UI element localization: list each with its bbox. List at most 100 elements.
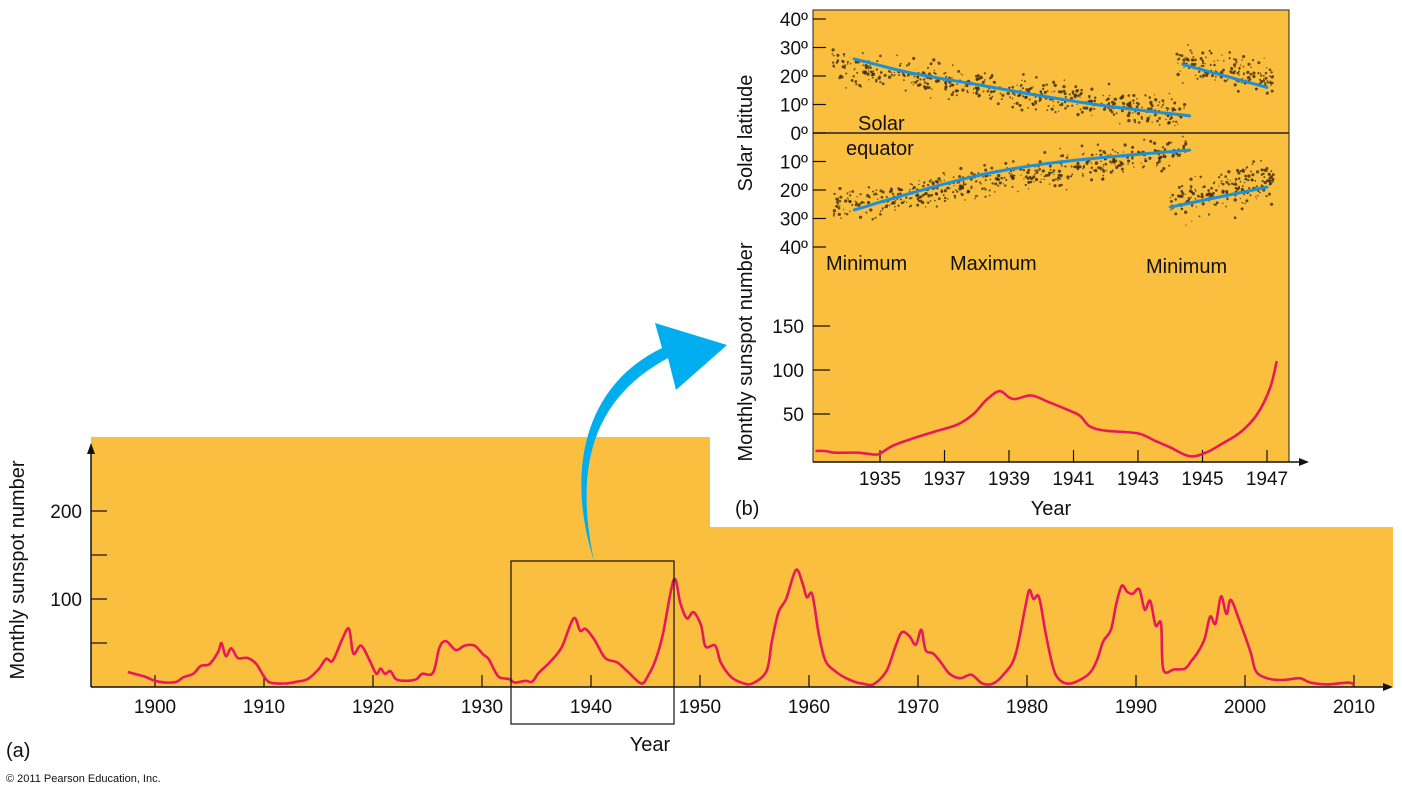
- sunspot-dot: [1094, 168, 1098, 173]
- sunspot-dot: [924, 206, 927, 208]
- sunspot-dot: [842, 61, 844, 63]
- sunspot-dot: [897, 204, 900, 207]
- sunspot-dot: [913, 75, 916, 78]
- sunspot-dot: [959, 166, 963, 171]
- sunspot-dot: [1183, 107, 1185, 109]
- latitude-tick-label: 40º: [780, 10, 808, 31]
- sunspot-dot: [1264, 81, 1267, 85]
- sunspot-dot: [1179, 70, 1181, 72]
- sunspot-dot: [890, 71, 893, 74]
- sunspot-dot: [1226, 196, 1228, 199]
- sunspot-dot: [1120, 167, 1124, 171]
- sunspot-dot: [1194, 175, 1196, 178]
- sunspot-dot: [1208, 192, 1211, 195]
- sunspot-dot: [861, 201, 864, 204]
- sunspot-dot: [863, 202, 865, 204]
- sunspot-dot: [947, 198, 949, 200]
- trend-line-north-cycle: [852, 57, 1192, 118]
- sunspot-dot: [1172, 120, 1175, 123]
- sunspot-dot: [1270, 170, 1273, 173]
- sunspot-dot: [1258, 191, 1261, 194]
- sunspot-dot: [1154, 94, 1156, 96]
- sunspot-dot: [846, 197, 849, 200]
- sunspot-dot: [844, 199, 848, 203]
- sunspot-dot: [1241, 201, 1244, 204]
- panel-b-x-axis-arrow-icon: [1299, 458, 1309, 466]
- sunspot-dot: [1207, 189, 1211, 192]
- sunspot-dot: [1024, 175, 1028, 179]
- sunspot-dot: [1176, 72, 1180, 77]
- sunspot-dot: [944, 196, 947, 200]
- sunspot-dot: [1115, 112, 1118, 115]
- sunspot-dot: [997, 184, 1000, 187]
- sunspot-dot: [900, 188, 903, 192]
- sunspot-dot: [912, 84, 915, 86]
- sunspot-dot: [1079, 94, 1081, 96]
- sunspot-dot: [832, 209, 837, 213]
- sunspot-dot: [1028, 175, 1032, 179]
- sunspot-dot: [1261, 179, 1264, 183]
- sunspot-dot: [1059, 147, 1061, 150]
- sunspot-dot: [1109, 160, 1112, 164]
- sunspot-dot: [1233, 58, 1236, 61]
- sunspot-dot: [1169, 117, 1172, 121]
- sunspot-dot: [1178, 57, 1181, 60]
- sunspot-dot: [1174, 124, 1176, 127]
- sunspot-dot: [1190, 51, 1193, 54]
- sunspot-dot: [1252, 71, 1256, 75]
- sunspot-dot: [930, 193, 934, 197]
- sunspot-dot: [1104, 162, 1108, 166]
- sunspot-dot: [1036, 169, 1038, 171]
- sunspot-dot: [1163, 148, 1167, 151]
- sunspot-dot: [1189, 177, 1193, 181]
- sunspot-dot: [1174, 212, 1178, 216]
- sunspot-dot: [1061, 174, 1063, 176]
- sunspot-dot: [1109, 170, 1113, 174]
- sunspot-dot: [871, 218, 874, 221]
- sunspot-dot: [908, 64, 910, 66]
- sunspot-dot: [1215, 70, 1217, 72]
- sunspot-dot: [956, 182, 959, 185]
- sunspot-dot: [1102, 94, 1105, 97]
- sunspot-dot: [946, 186, 950, 190]
- sunspot-dot: [849, 191, 851, 193]
- sunspot-dot: [1196, 194, 1200, 198]
- sunspot-dot: [953, 184, 955, 187]
- sunspot-dot: [922, 78, 926, 81]
- x-tick-label: 1935: [859, 469, 901, 490]
- sunspot-dot: [880, 195, 884, 199]
- sunspot-dot: [868, 196, 871, 198]
- sunspot-dot: [970, 185, 973, 188]
- sunspot-dot: [1180, 194, 1184, 198]
- sunspot-dot: [1087, 95, 1091, 98]
- sunspot-dot: [1187, 197, 1191, 201]
- sunspot-dot: [831, 61, 835, 64]
- sunspot-dot: [1027, 180, 1031, 184]
- sunspot-dot: [1265, 194, 1268, 198]
- sunspot-dot: [873, 193, 876, 196]
- sunspot-dot: [1202, 62, 1205, 65]
- sunspot-dot: [892, 75, 895, 77]
- sunspot-dot: [1133, 118, 1136, 122]
- sunspot-dot: [1230, 67, 1234, 71]
- sunspot-dot: [1263, 75, 1265, 77]
- sunspot-dot: [1210, 192, 1213, 195]
- sunspot-dot: [925, 85, 929, 90]
- sunspot-dot: [1076, 94, 1080, 98]
- sunspot-dot: [917, 199, 920, 202]
- sunspot-dot: [1038, 167, 1041, 171]
- sunspot-dot: [1079, 96, 1081, 98]
- sunspot-dot: [1088, 98, 1091, 100]
- sunspot-dot: [1234, 58, 1238, 62]
- sunspot-dot: [1234, 182, 1238, 186]
- sunspot-dot: [1073, 93, 1077, 97]
- sunspot-dot: [872, 70, 875, 73]
- sunspot-dot: [1127, 94, 1131, 97]
- sunspot-dot: [1198, 215, 1201, 218]
- sunspot-dot: [1043, 178, 1045, 180]
- sunspot-dot: [1180, 189, 1184, 193]
- y-tick-label: 150: [772, 317, 804, 338]
- sunspot-dot: [997, 173, 1001, 178]
- sunspot-dot: [1269, 80, 1272, 83]
- sunspot-dot: [964, 199, 966, 201]
